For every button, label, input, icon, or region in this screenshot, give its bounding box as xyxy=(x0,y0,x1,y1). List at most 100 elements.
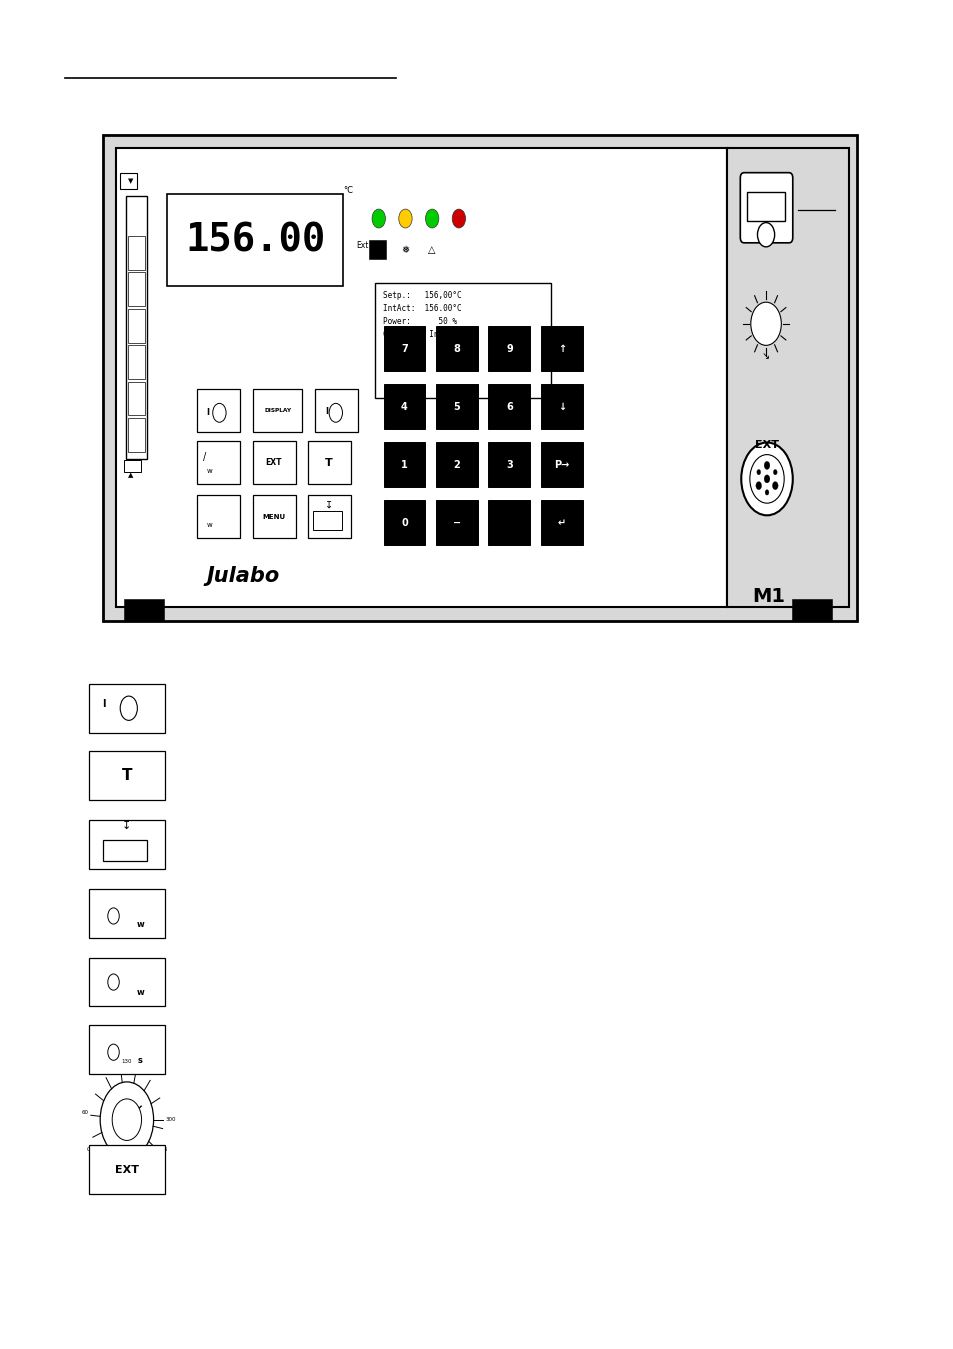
Text: 156.00: 156.00 xyxy=(185,221,325,259)
Text: 7: 7 xyxy=(400,344,408,353)
Text: ▼: ▼ xyxy=(128,178,133,183)
Text: 8: 8 xyxy=(453,344,460,353)
Text: w: w xyxy=(207,522,213,527)
Text: ↑: ↑ xyxy=(558,344,565,353)
Bar xyxy=(197,495,240,538)
Text: T: T xyxy=(121,768,132,784)
Circle shape xyxy=(763,461,769,469)
Circle shape xyxy=(757,223,774,247)
Text: ↓: ↓ xyxy=(558,402,565,411)
Circle shape xyxy=(755,482,760,490)
Text: 0: 0 xyxy=(87,1147,91,1152)
Bar xyxy=(103,840,147,861)
Bar xyxy=(89,1025,165,1074)
Text: P→: P→ xyxy=(554,460,569,469)
Text: I: I xyxy=(206,409,210,417)
Bar xyxy=(197,389,240,432)
Text: ↘: ↘ xyxy=(761,351,769,362)
Bar xyxy=(128,418,145,452)
Bar xyxy=(488,384,530,429)
Text: 300: 300 xyxy=(165,1117,176,1122)
Circle shape xyxy=(112,1099,141,1140)
Text: −: − xyxy=(453,518,460,527)
Text: Setp.:   156,00°C
IntAct:  156.00°C
Power:      50 %
Control:  Intern: Setp.: 156,00°C IntAct: 156.00°C Power: … xyxy=(382,291,460,339)
Text: 425: 425 xyxy=(157,1147,169,1152)
Bar xyxy=(436,500,477,545)
Bar xyxy=(726,148,848,607)
Text: w: w xyxy=(207,468,213,473)
Circle shape xyxy=(764,490,768,495)
Bar xyxy=(253,389,302,432)
Bar xyxy=(89,684,165,733)
Bar xyxy=(253,495,295,538)
Bar xyxy=(120,173,137,189)
Bar xyxy=(436,326,477,371)
Text: EXT: EXT xyxy=(265,459,282,467)
Bar xyxy=(746,192,784,221)
Text: °C: °C xyxy=(133,1167,143,1175)
Text: ❅: ❅ xyxy=(401,244,409,255)
Circle shape xyxy=(108,908,119,924)
Circle shape xyxy=(329,403,342,422)
Text: °C: °C xyxy=(343,186,353,194)
Text: I: I xyxy=(324,407,328,415)
Text: △: △ xyxy=(428,244,436,255)
Bar xyxy=(540,442,582,487)
Circle shape xyxy=(749,455,783,503)
FancyBboxPatch shape xyxy=(740,173,792,243)
Text: I: I xyxy=(102,699,106,710)
Circle shape xyxy=(213,403,226,422)
Circle shape xyxy=(108,974,119,990)
Text: 0: 0 xyxy=(400,518,408,527)
Bar xyxy=(126,196,147,459)
Bar xyxy=(128,309,145,343)
Text: 4: 4 xyxy=(400,402,408,411)
Circle shape xyxy=(108,1044,119,1060)
Bar xyxy=(116,148,726,607)
Text: EXT: EXT xyxy=(114,1164,139,1175)
Bar xyxy=(383,384,425,429)
Bar xyxy=(128,236,145,270)
Bar xyxy=(308,495,351,538)
Bar xyxy=(308,441,351,484)
Text: 2: 2 xyxy=(453,460,460,469)
Bar xyxy=(124,599,164,621)
Bar xyxy=(436,384,477,429)
Text: ↧: ↧ xyxy=(122,820,132,831)
Bar xyxy=(89,889,165,938)
Text: M1: M1 xyxy=(752,587,784,606)
Circle shape xyxy=(372,209,385,228)
Text: 130: 130 xyxy=(121,1059,132,1064)
Bar xyxy=(128,382,145,415)
Bar xyxy=(436,442,477,487)
Text: T: T xyxy=(325,457,333,468)
Bar xyxy=(488,500,530,545)
Circle shape xyxy=(756,469,760,475)
Text: s: s xyxy=(137,1056,143,1064)
Text: w: w xyxy=(136,989,144,997)
Text: 1: 1 xyxy=(400,460,408,469)
Circle shape xyxy=(763,475,769,483)
Text: 9: 9 xyxy=(505,344,513,353)
Circle shape xyxy=(120,696,137,720)
Bar xyxy=(383,500,425,545)
Bar xyxy=(383,442,425,487)
Bar xyxy=(369,240,386,259)
Bar xyxy=(488,326,530,371)
Bar xyxy=(89,1145,165,1194)
Bar xyxy=(383,326,425,371)
Text: Julabo: Julabo xyxy=(207,567,279,585)
Bar xyxy=(313,511,341,530)
Circle shape xyxy=(425,209,438,228)
Text: ▲: ▲ xyxy=(128,472,133,478)
Bar xyxy=(540,326,582,371)
Text: DISPLAY: DISPLAY xyxy=(264,407,291,413)
Circle shape xyxy=(452,209,465,228)
Text: w: w xyxy=(136,920,144,928)
Circle shape xyxy=(398,209,412,228)
Text: 5: 5 xyxy=(453,402,460,411)
Bar xyxy=(167,194,343,286)
Text: 6: 6 xyxy=(505,402,513,411)
Circle shape xyxy=(750,302,781,345)
Text: 60: 60 xyxy=(81,1110,89,1116)
